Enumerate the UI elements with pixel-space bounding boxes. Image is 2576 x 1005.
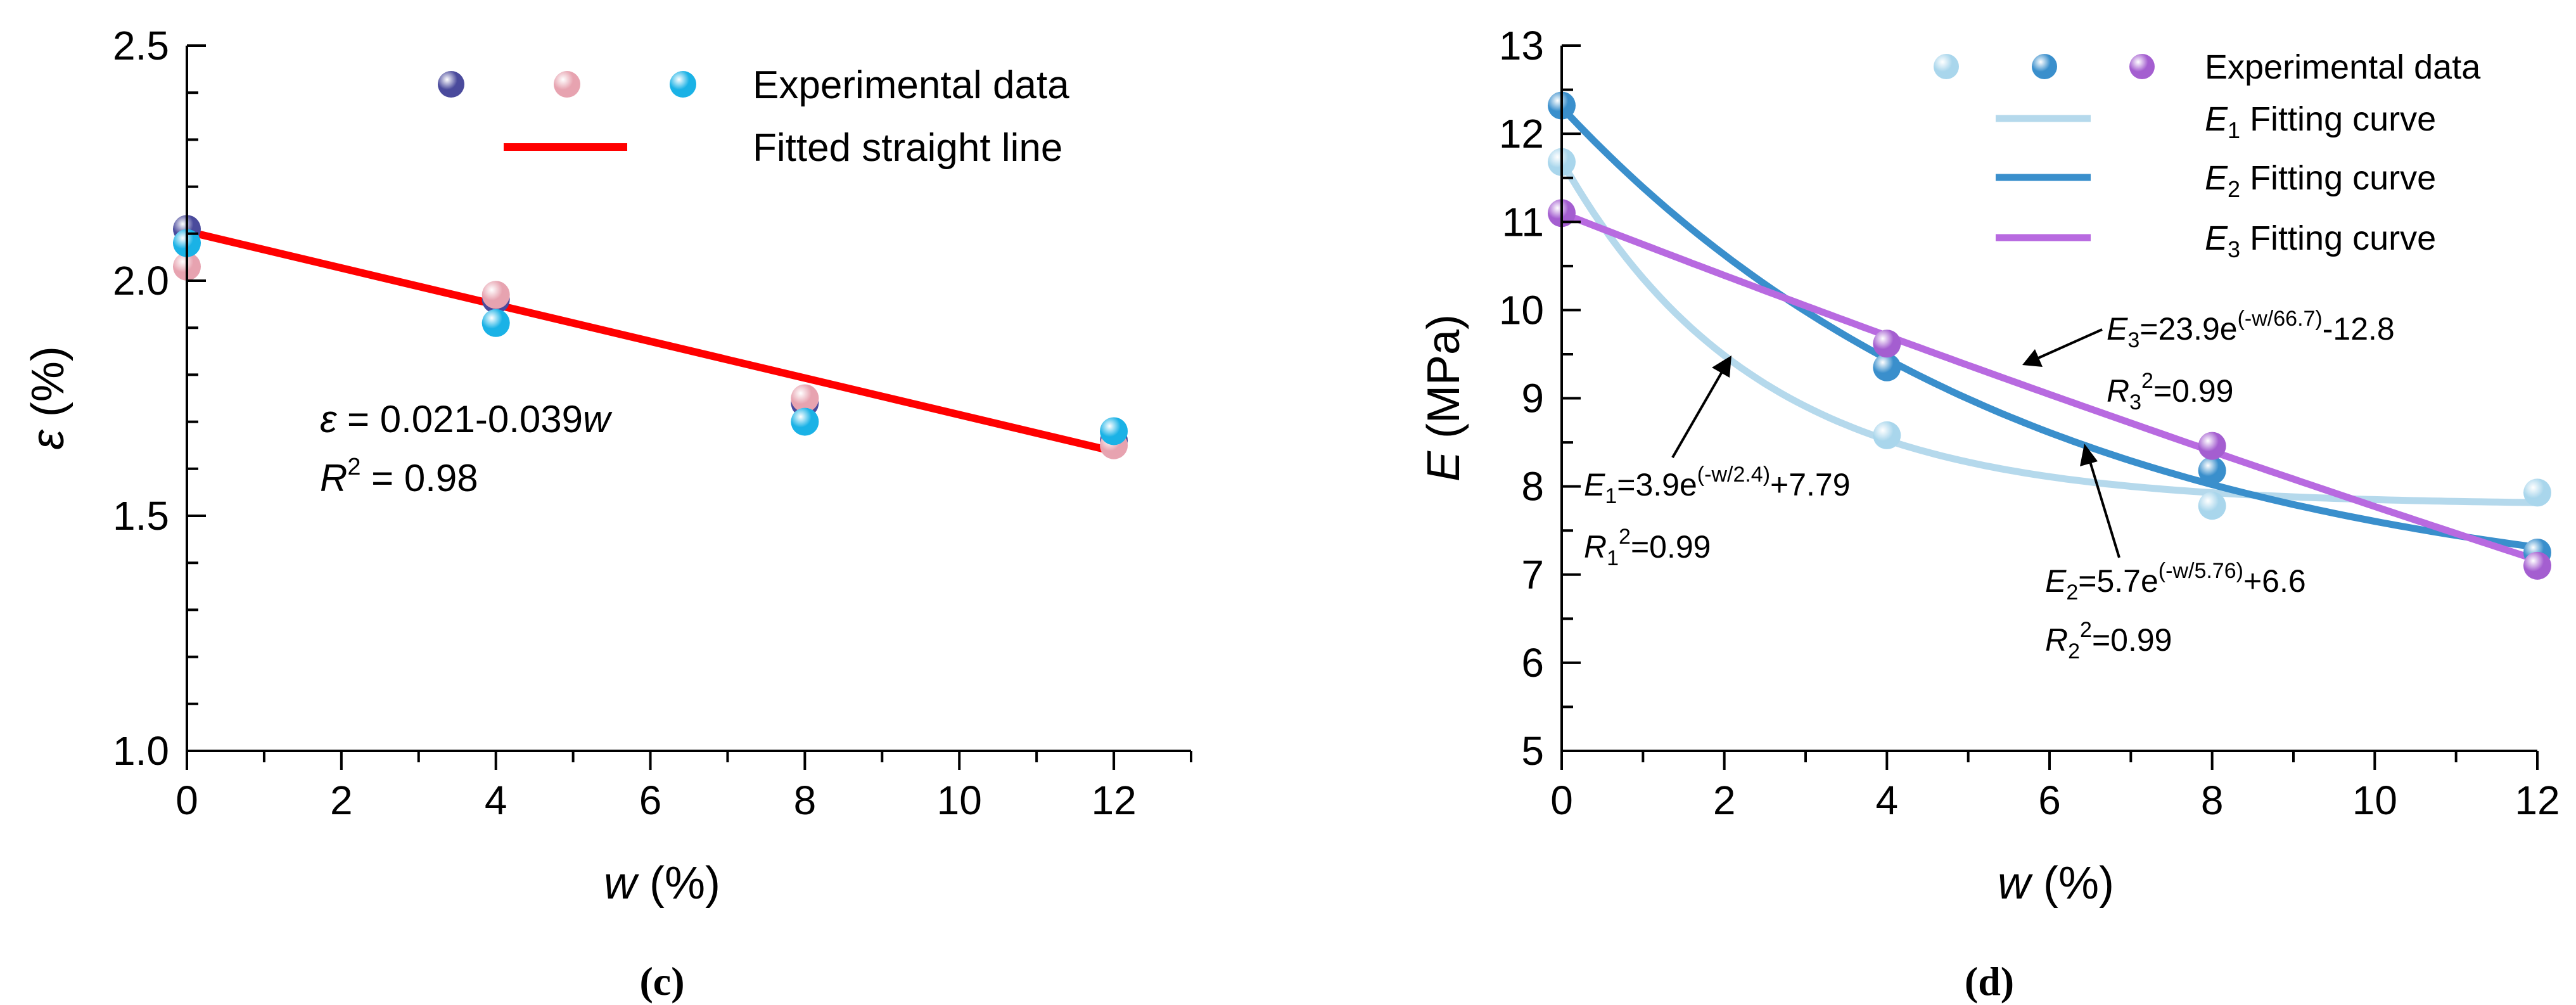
d-y-tick-label: 9 <box>1521 376 1544 421</box>
d-x-axis-label: w (%) <box>1998 858 2114 909</box>
d-e1-r-squared: R12=0.99 <box>1584 525 1711 570</box>
d-data-point <box>2198 456 2226 485</box>
c-legend-marker-blue <box>670 71 696 98</box>
d-arrow-e3-shaft <box>2036 328 2103 360</box>
d-arrow-e3-head <box>2022 349 2043 367</box>
d-axes-layer: 0 2 4 6 8 10 12 5 6 7 8 9 10 11 12 13 <box>1499 23 2560 823</box>
d-y-tick-label: 12 <box>1499 111 1544 157</box>
d-legend-label-e3: E3 Fitting curve <box>2205 219 2436 262</box>
c-x-axis-label: w (%) <box>604 858 720 909</box>
d-x-tick-label: 2 <box>1713 778 1736 823</box>
d-data-point <box>2523 551 2551 580</box>
c-r-squared: R2 = 0.98 <box>320 454 478 499</box>
c-fitted-line <box>186 227 1115 456</box>
d-legend-label-e2: E2 Fitting curve <box>2205 159 2436 202</box>
d-legend-marker-label: Experimental data <box>2205 48 2481 86</box>
d-panel-label: (d) <box>1965 959 2014 1004</box>
c-x-tick-label: 0 <box>175 778 198 823</box>
c-legend-marker-purple <box>438 71 464 98</box>
d-data-point <box>2198 492 2226 520</box>
c-y-tick-label: 1.5 <box>113 493 169 539</box>
d-legend-label-e1: E1 Fitting curve <box>2205 100 2436 143</box>
d-legend-marker-e3 <box>2129 54 2155 79</box>
d-y-axis-label: E (MPa) <box>1419 314 1469 482</box>
d-fit-curve-e2 <box>1559 105 2538 551</box>
d-legend-marker-e1 <box>1934 54 1959 79</box>
c-legend-line-label: Fitted straight line <box>753 126 1062 170</box>
d-e3-equation: E3=23.9e(-w/66.7)-12.8 <box>2107 307 2395 352</box>
c-x-tick-label: 12 <box>1091 778 1136 823</box>
d-points-layer <box>1548 91 2551 580</box>
d-e3-r-squared: R32=0.99 <box>2107 369 2233 414</box>
c-panel-label: (c) <box>639 959 684 1004</box>
d-y-tick-label: 13 <box>1499 23 1544 68</box>
d-legend: Experimental data E1 Fitting curve E2 Fi… <box>1934 48 2481 262</box>
d-x-tick-label: 0 <box>1550 778 1573 823</box>
c-x-tick-label: 6 <box>639 778 662 823</box>
d-e2-r-squared: R22=0.99 <box>2045 618 2172 663</box>
d-data-point <box>2523 478 2551 507</box>
panel-c: 0 2 4 6 8 10 12 1.0 1.5 2.0 2.5 Experimental data … <box>23 23 1192 1004</box>
c-equation: ε = 0.021-0.039w <box>320 398 613 440</box>
c-data-point <box>1100 417 1128 445</box>
c-x-tick-label: 8 <box>794 778 817 823</box>
c-y-tick-label: 2.5 <box>113 23 169 68</box>
d-y-tick-label: 11 <box>1502 199 1544 245</box>
c-y-axis-label: ε (%) <box>23 346 73 450</box>
d-data-point <box>1873 353 1901 381</box>
d-x-tick-label: 6 <box>2038 778 2061 823</box>
d-legend-marker-e2 <box>2032 54 2057 79</box>
c-x-tick-label: 10 <box>937 778 982 823</box>
d-y-tick-label: 8 <box>1521 464 1544 509</box>
c-fit-layer <box>186 227 1115 456</box>
panel-d: 0 2 4 6 8 10 12 5 6 7 8 9 10 11 12 13 Experimental data… <box>1419 23 2560 1004</box>
d-arrow-e1-shaft <box>1671 366 1726 459</box>
c-points-layer <box>173 215 1128 459</box>
d-e1-equation: E1=3.9e(-w/2.4)+7.79 <box>1584 463 1851 508</box>
d-x-tick-label: 8 <box>2201 778 2224 823</box>
d-curves-layer <box>1559 105 2539 564</box>
c-x-tick-label: 4 <box>485 778 507 823</box>
d-data-point <box>1873 330 1901 358</box>
c-data-point <box>791 407 819 436</box>
d-arrows <box>1671 328 2120 558</box>
d-y-tick-label: 5 <box>1521 728 1544 774</box>
d-x-tick-label: 4 <box>1876 778 1899 823</box>
c-y-tick-label: 1.0 <box>113 728 169 774</box>
c-legend-marker-label: Experimental data <box>753 63 1069 107</box>
d-y-tick-label: 6 <box>1521 640 1544 686</box>
d-fit-curve-e3 <box>1560 210 2539 564</box>
d-data-point <box>2198 432 2226 460</box>
c-y-tick-label: 2.0 <box>113 258 169 304</box>
d-y-tick-label: 10 <box>1499 287 1544 333</box>
c-data-point <box>481 281 510 309</box>
d-fit-curve-e1 <box>1559 159 2538 506</box>
c-data-point <box>481 309 510 337</box>
c-legend: Experimental data Fitted straight line <box>438 63 1069 170</box>
d-x-tick-label: 10 <box>2352 778 2397 823</box>
c-axes-layer: 0 2 4 6 8 10 12 1.0 1.5 2.0 2.5 <box>113 23 1192 823</box>
c-data-point <box>791 384 819 413</box>
d-arrow-e2-head <box>2080 444 2098 466</box>
d-arrow-e1-head <box>1712 355 1731 378</box>
d-y-tick-label: 7 <box>1521 552 1544 598</box>
c-x-tick-label: 2 <box>330 778 353 823</box>
c-legend-marker-pink <box>554 71 580 98</box>
d-data-point <box>1873 421 1901 449</box>
d-x-tick-label: 12 <box>2515 778 2560 823</box>
d-arrow-e2-shaft <box>2088 457 2120 558</box>
d-e2-equation: E2=5.7e(-w/5.76)+6.6 <box>2045 559 2306 605</box>
